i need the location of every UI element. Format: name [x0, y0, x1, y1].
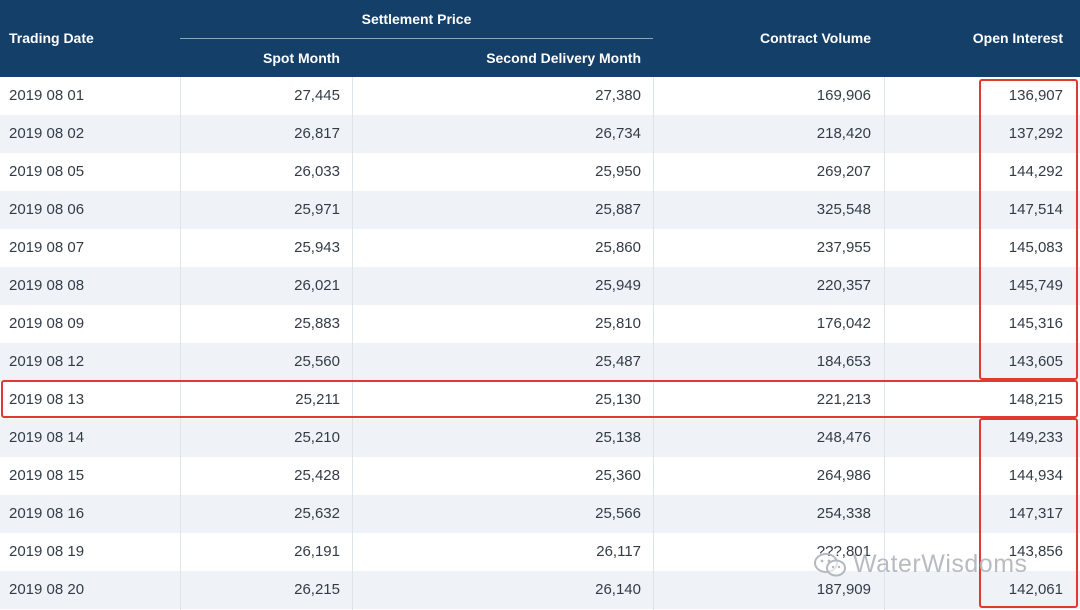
- cell-trading-date: 2019 08 13: [9, 391, 85, 408]
- cell-open-interest: 137,292: [1008, 125, 1063, 142]
- table-row: 2019 08 05 26,033 25,950 269,207 144,292: [0, 153, 1080, 191]
- cell-spot-month: 26,191: [294, 543, 340, 560]
- cell-trading-date: 2019 08 19: [9, 543, 85, 560]
- cell-open-interest: 145,083: [1008, 239, 1063, 256]
- table-row: 2019 08 12 25,560 25,487 184,653 143,605: [0, 343, 1080, 381]
- table-row: 2019 08 06 25,971 25,887 325,548 147,514: [0, 191, 1080, 229]
- cell-second-delivery-month: 27,380: [595, 87, 641, 104]
- cell-second-delivery-month: 25,138: [595, 429, 641, 446]
- watermark-text: WaterWisdoms: [853, 550, 1028, 578]
- table-row: 2019 08 02 26,817 26,734 218,420 137,292: [0, 115, 1080, 153]
- cell-contract-volume: 218,420: [816, 125, 871, 142]
- cell-open-interest: 145,316: [1008, 315, 1063, 332]
- header-spot-month[interactable]: Spot Month: [263, 50, 340, 66]
- header-second-delivery-month[interactable]: Second Delivery Month: [486, 50, 641, 66]
- header-open-interest[interactable]: Open Interest: [972, 30, 1063, 46]
- cell-open-interest: 148,215: [1008, 391, 1063, 408]
- cell-trading-date: 2019 08 01: [9, 87, 85, 104]
- cell-open-interest: 136,907: [1008, 87, 1063, 104]
- cell-contract-volume: 264,986: [816, 467, 871, 484]
- table-row: 2019 08 16 25,632 25,566 254,338 147,317: [0, 495, 1080, 533]
- table-row: 2019 08 08 26,021 25,949 220,357 145,749: [0, 267, 1080, 305]
- highlight-open-interest-bottom: [979, 418, 1078, 608]
- column-divider: [653, 77, 654, 610]
- header-settlement-price: Settlement Price: [361, 11, 472, 27]
- cell-spot-month: 27,445: [294, 87, 340, 104]
- table-row: 2019 08 09 25,883 25,810 176,042 145,316: [0, 305, 1080, 343]
- header-divider: [180, 38, 653, 39]
- table-row: 2019 08 15 25,428 25,360 264,986 144,934: [0, 457, 1080, 495]
- cell-spot-month: 25,632: [294, 505, 340, 522]
- cell-trading-date: 2019 08 09: [9, 315, 85, 332]
- cell-open-interest: 144,292: [1008, 163, 1063, 180]
- cell-second-delivery-month: 25,949: [595, 277, 641, 294]
- cell-second-delivery-month: 25,860: [595, 239, 641, 256]
- cell-trading-date: 2019 08 05: [9, 163, 85, 180]
- cell-open-interest: 145,749: [1008, 277, 1063, 294]
- table-row: 2019 08 01 27,445 27,380 169,906 136,907: [0, 77, 1080, 115]
- cell-second-delivery-month: 26,734: [595, 125, 641, 142]
- cell-trading-date: 2019 08 07: [9, 239, 85, 256]
- cell-contract-volume: 221,213: [816, 391, 871, 408]
- cell-open-interest: 143,605: [1008, 353, 1063, 370]
- table-header: Trading Date Settlement Price Spot Month…: [0, 0, 1080, 77]
- table-row: 2019 08 07 25,943 25,860 237,955 145,083: [0, 229, 1080, 267]
- cell-trading-date: 2019 08 08: [9, 277, 85, 294]
- cell-spot-month: 25,943: [294, 239, 340, 256]
- highlight-open-interest-top: [979, 79, 1078, 380]
- cell-open-interest: 147,514: [1008, 201, 1063, 218]
- cell-second-delivery-month: 25,360: [595, 467, 641, 484]
- cell-contract-volume: 237,955: [816, 239, 871, 256]
- cell-second-delivery-month: 26,140: [595, 581, 641, 598]
- header-contract-volume[interactable]: Contract Volume: [760, 30, 871, 46]
- cell-spot-month: 25,883: [294, 315, 340, 332]
- cell-second-delivery-month: 25,130: [595, 391, 641, 408]
- cell-trading-date: 2019 08 14: [9, 429, 85, 446]
- cell-second-delivery-month: 25,950: [595, 163, 641, 180]
- table-row: 2019 08 13 25,211 25,130 221,213 148,215: [0, 381, 1080, 419]
- cell-contract-volume: 248,476: [816, 429, 871, 446]
- column-divider: [352, 77, 353, 610]
- cell-trading-date: 2019 08 16: [9, 505, 85, 522]
- header-trading-date[interactable]: Trading Date: [9, 30, 94, 46]
- cell-open-interest: 144,934: [1008, 467, 1063, 484]
- cell-contract-volume: 220,357: [816, 277, 871, 294]
- cell-contract-volume: 254,338: [816, 505, 871, 522]
- cell-spot-month: 26,033: [294, 163, 340, 180]
- cell-spot-month: 26,817: [294, 125, 340, 142]
- cell-spot-month: 25,560: [294, 353, 340, 370]
- cell-contract-volume: 325,548: [816, 201, 871, 218]
- highlight-row-2019-08-13: [1, 380, 1078, 418]
- table-row: 2019 08 19 26,191 26,117 ???,801 143,856: [0, 533, 1080, 571]
- cell-second-delivery-month: 25,487: [595, 353, 641, 370]
- cell-open-interest: 142,061: [1008, 581, 1063, 598]
- cell-contract-volume: 269,207: [816, 163, 871, 180]
- table-row: 2019 08 14 25,210 25,138 248,476 149,233: [0, 419, 1080, 457]
- cell-spot-month: 25,210: [294, 429, 340, 446]
- cell-spot-month: 25,428: [294, 467, 340, 484]
- column-divider: [180, 77, 181, 610]
- cell-second-delivery-month: 25,566: [595, 505, 641, 522]
- cell-trading-date: 2019 08 02: [9, 125, 85, 142]
- cell-spot-month: 26,021: [294, 277, 340, 294]
- cell-spot-month: 25,971: [294, 201, 340, 218]
- cell-open-interest: 147,317: [1008, 505, 1063, 522]
- cell-open-interest: 149,233: [1008, 429, 1063, 446]
- cell-trading-date: 2019 08 12: [9, 353, 85, 370]
- cell-second-delivery-month: 26,117: [596, 543, 641, 560]
- cell-contract-volume: 176,042: [816, 315, 871, 332]
- cell-contract-volume: 184,653: [816, 353, 871, 370]
- cell-trading-date: 2019 08 15: [9, 467, 85, 484]
- cell-open-interest: 143,856: [1008, 543, 1063, 560]
- column-divider: [884, 77, 885, 610]
- cell-contract-volume: 169,906: [816, 87, 871, 104]
- cell-spot-month: 25,211: [295, 391, 340, 408]
- cell-trading-date: 2019 08 06: [9, 201, 85, 218]
- cell-trading-date: 2019 08 20: [9, 581, 85, 598]
- cell-second-delivery-month: 25,810: [595, 315, 641, 332]
- cell-second-delivery-month: 25,887: [595, 201, 641, 218]
- cell-contract-volume: 187,909: [816, 581, 871, 598]
- wechat-icon: [814, 553, 846, 577]
- cell-spot-month: 26,215: [294, 581, 340, 598]
